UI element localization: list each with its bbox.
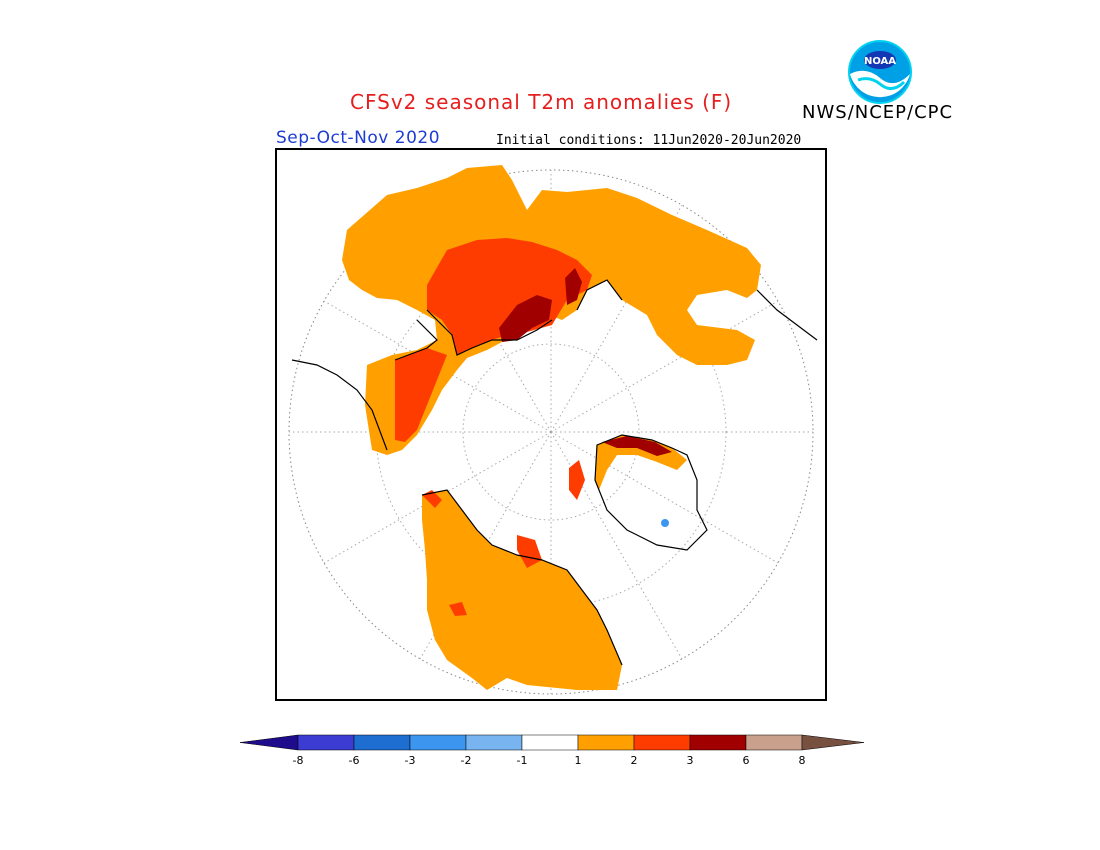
anomaly-region-siberia-extreme xyxy=(499,295,552,342)
colorbar-tick-label: 8 xyxy=(799,754,806,767)
colorbar-tick-label: 6 xyxy=(743,754,750,767)
colorbar-arrow-left xyxy=(239,734,299,751)
polar-map-svg xyxy=(288,165,818,695)
anomaly-region-north-america xyxy=(422,490,622,690)
colorbar: -8 -6 -3 -2 -1 1 2 3 6 8 xyxy=(239,733,865,777)
colorbar-svg: -8 -6 -3 -2 -1 1 2 3 6 8 xyxy=(239,734,865,767)
anomaly-region-greenland-strong xyxy=(602,436,672,456)
colorbar-boxes xyxy=(239,734,865,751)
colorbar-box xyxy=(465,734,523,751)
organization-label: NWS/NCEP/CPC xyxy=(802,102,954,123)
colorbar-tick-label: 2 xyxy=(631,754,638,767)
anomaly-region-taymyr-extreme xyxy=(565,268,582,305)
colorbar-tick-label: -1 xyxy=(517,754,528,767)
anomaly-region-hudson-strong xyxy=(517,535,542,568)
colorbar-tick-label: -2 xyxy=(461,754,472,767)
colorbar-box xyxy=(745,734,803,751)
noaa-logo: NOAA xyxy=(848,40,912,104)
colorbar-tick-label: -6 xyxy=(349,754,360,767)
anomaly-region-arctic-islands-strong xyxy=(569,460,585,500)
colorbar-tick-label: 3 xyxy=(687,754,694,767)
logo-text: NOAA xyxy=(864,56,896,67)
colorbar-ticks: -8 -6 -3 -2 -1 1 2 3 6 8 xyxy=(293,754,806,767)
coastlines xyxy=(291,279,818,666)
colorbar-arrow-right xyxy=(801,734,865,751)
colorbar-tick-label: -8 xyxy=(293,754,304,767)
initial-conditions-label: Initial conditions: 11Jun2020-20Jun2020 xyxy=(496,133,802,148)
colorbar-box xyxy=(577,734,635,751)
cold-anomaly-spot xyxy=(661,519,669,527)
anomaly-region-siberia-strong xyxy=(427,238,592,355)
colorbar-box xyxy=(521,734,579,751)
season-label: Sep-Oct-Nov 2020 xyxy=(276,128,441,148)
colorbar-box xyxy=(409,734,467,751)
map-title: CFSv2 seasonal T2m anomalies (F) xyxy=(350,90,733,114)
colorbar-box xyxy=(633,734,691,751)
colorbar-box xyxy=(353,734,411,751)
colorbar-tick-label: -3 xyxy=(405,754,416,767)
colorbar-box xyxy=(297,734,355,751)
anomaly-region-scandinavia-strong xyxy=(395,348,447,442)
polar-map xyxy=(275,148,827,701)
colorbar-box xyxy=(689,734,747,751)
colorbar-tick-label: 1 xyxy=(575,754,582,767)
latitude-circle xyxy=(462,343,640,521)
anomaly-region-canada-strong xyxy=(449,602,467,616)
